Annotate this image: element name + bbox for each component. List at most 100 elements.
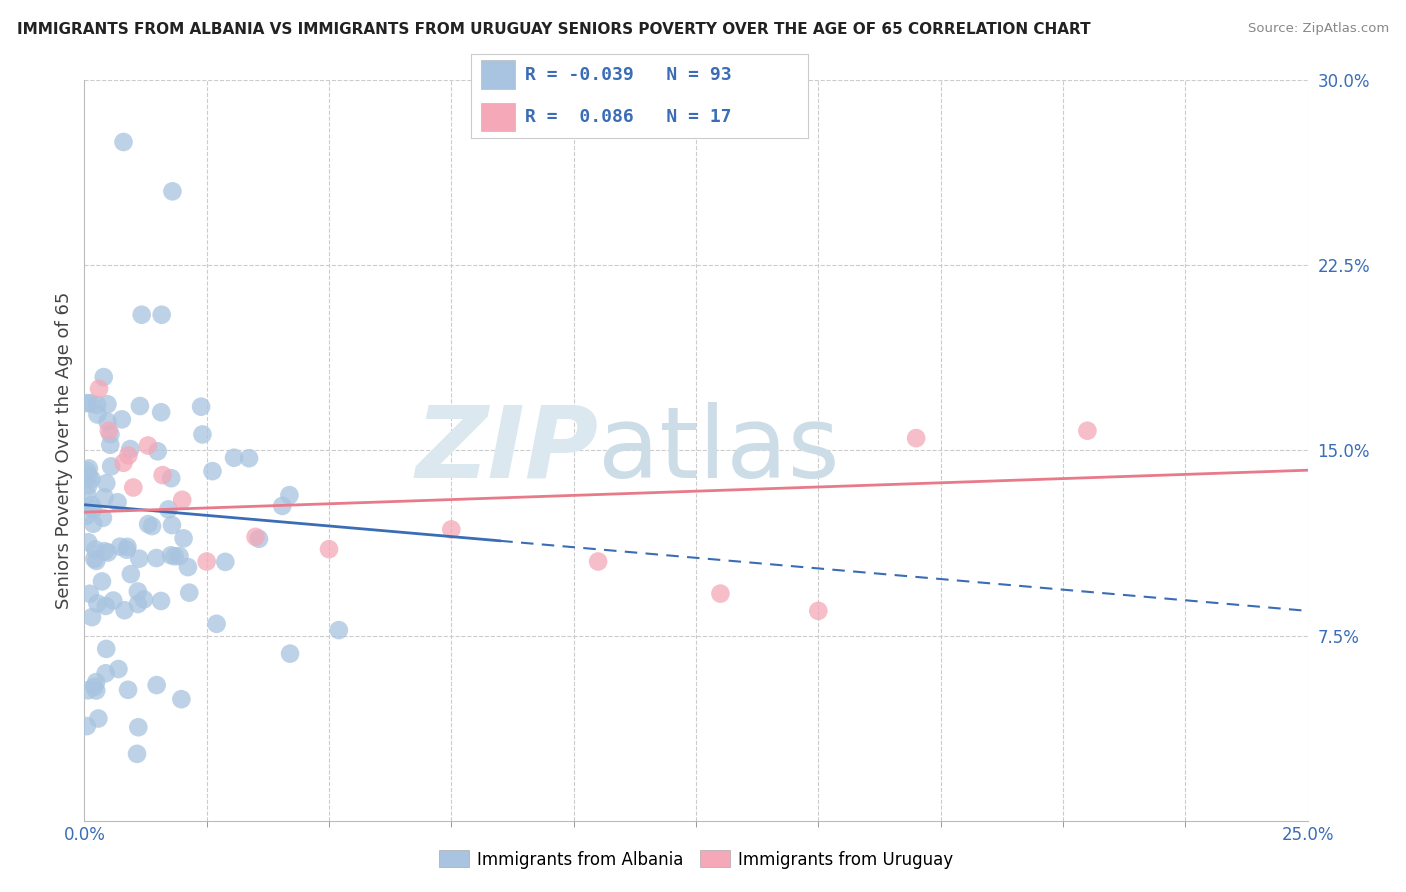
Point	[440, 523, 463, 537]
Point	[205, 616, 228, 631]
Point	[136, 517, 159, 532]
FancyBboxPatch shape	[481, 103, 515, 131]
Point	[93, 491, 115, 505]
Point	[195, 554, 218, 569]
Point	[150, 405, 173, 419]
Point	[96, 476, 118, 491]
Point	[238, 451, 260, 466]
Text: R = -0.039   N = 93: R = -0.039 N = 93	[524, 66, 731, 84]
Point	[163, 549, 186, 564]
Point	[91, 574, 114, 589]
Point	[86, 554, 108, 568]
Point	[157, 502, 180, 516]
Point	[111, 412, 134, 426]
Point	[97, 424, 120, 438]
Point	[76, 719, 98, 733]
Point	[76, 508, 98, 523]
Point	[97, 545, 120, 559]
Point	[173, 532, 195, 546]
Point	[160, 549, 183, 563]
Point	[141, 519, 163, 533]
Point	[100, 459, 122, 474]
Point	[278, 488, 301, 502]
Text: R =  0.086   N = 17: R = 0.086 N = 17	[524, 108, 731, 126]
FancyBboxPatch shape	[481, 61, 515, 89]
Point	[177, 560, 200, 574]
Point	[170, 692, 193, 706]
Point	[94, 666, 117, 681]
Point	[150, 594, 173, 608]
Point	[79, 587, 101, 601]
Point	[77, 469, 100, 483]
Point	[169, 549, 191, 563]
Point	[77, 478, 100, 492]
Point	[201, 464, 224, 478]
Point	[179, 585, 201, 599]
Point	[190, 400, 212, 414]
Point	[245, 530, 267, 544]
Point	[117, 682, 139, 697]
Point	[98, 438, 121, 452]
Point	[145, 551, 167, 566]
Point	[94, 599, 117, 613]
Point	[129, 399, 152, 413]
Point	[127, 584, 149, 599]
Point	[191, 427, 214, 442]
Point	[120, 442, 142, 456]
Point	[271, 499, 294, 513]
Point	[247, 532, 270, 546]
Point	[86, 398, 108, 412]
Point	[214, 555, 236, 569]
Text: atlas: atlas	[598, 402, 839, 499]
Point	[107, 495, 129, 509]
Point	[318, 542, 340, 557]
Point	[120, 567, 142, 582]
Point	[76, 488, 98, 502]
Point	[112, 456, 135, 470]
Point	[76, 396, 98, 410]
Point	[122, 480, 145, 494]
Point	[83, 552, 105, 566]
Point	[77, 535, 100, 549]
Point	[93, 370, 115, 384]
Point	[586, 554, 609, 569]
Point	[82, 502, 104, 516]
Point	[146, 444, 169, 458]
Point	[114, 603, 136, 617]
Point	[77, 461, 100, 475]
Point	[1076, 424, 1098, 438]
Point	[125, 747, 148, 761]
Point	[278, 647, 301, 661]
Point	[905, 431, 928, 445]
Point	[108, 540, 131, 554]
Point	[96, 415, 118, 429]
Text: ZIP: ZIP	[415, 402, 598, 499]
Point	[150, 308, 173, 322]
Point	[93, 544, 115, 558]
Point	[84, 675, 107, 690]
Point	[152, 468, 174, 483]
Point	[222, 450, 245, 465]
Point	[103, 593, 125, 607]
Point	[87, 382, 110, 396]
Legend: Immigrants from Albania, Immigrants from Uruguay: Immigrants from Albania, Immigrants from…	[432, 844, 960, 875]
Point	[100, 427, 122, 442]
Point	[96, 641, 118, 656]
Point	[127, 720, 149, 734]
Point	[117, 449, 139, 463]
Point	[117, 540, 139, 554]
Point	[162, 184, 184, 198]
Point	[709, 586, 731, 600]
Text: Source: ZipAtlas.com: Source: ZipAtlas.com	[1249, 22, 1389, 36]
Point	[172, 492, 194, 507]
Point	[128, 551, 150, 566]
Point	[127, 597, 149, 611]
Point	[79, 396, 101, 410]
Point	[80, 472, 103, 486]
Point	[115, 542, 138, 557]
Point	[160, 518, 183, 533]
Point	[131, 308, 153, 322]
Point	[96, 397, 118, 411]
Point	[84, 542, 107, 557]
Point	[83, 680, 105, 694]
